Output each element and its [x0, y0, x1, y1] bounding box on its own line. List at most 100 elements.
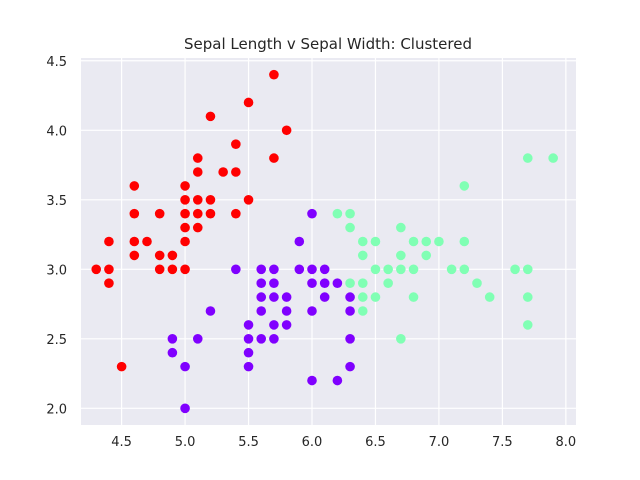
data-points	[91, 69, 558, 414]
data-point	[307, 208, 317, 219]
x-tick-label: 8.0	[556, 435, 577, 450]
data-point	[548, 153, 558, 163]
data-point	[281, 320, 292, 330]
data-point	[205, 194, 216, 205]
data-point	[472, 278, 482, 289]
data-point	[408, 292, 419, 302]
plot-area	[81, 58, 576, 425]
data-point	[104, 264, 114, 275]
data-point	[281, 125, 292, 136]
data-point	[357, 250, 368, 261]
data-point	[154, 208, 165, 219]
data-point	[408, 236, 419, 247]
data-point	[383, 278, 393, 289]
data-point	[142, 236, 152, 247]
y-tick-label: 4.5	[46, 55, 67, 70]
y-tick-label: 2.0	[46, 402, 67, 417]
data-point	[243, 361, 254, 372]
data-point	[396, 222, 406, 233]
data-point	[205, 111, 216, 122]
data-point	[332, 278, 343, 289]
x-axis-ticks: 4.5 5.0 5.5 6.0 6.5 7.0 7.5 8.0	[111, 435, 576, 450]
data-point	[269, 153, 279, 163]
data-point	[104, 278, 114, 289]
data-point	[307, 278, 317, 289]
data-point	[370, 264, 381, 275]
data-point	[307, 375, 317, 386]
data-point	[218, 167, 228, 177]
x-tick-label: 7.5	[492, 435, 513, 450]
y-tick-label: 4.0	[46, 124, 67, 139]
data-point	[522, 264, 533, 275]
data-point	[269, 278, 279, 289]
data-point	[370, 292, 381, 302]
x-tick-label: 5.5	[238, 435, 259, 450]
data-point	[345, 208, 355, 219]
data-point	[294, 264, 305, 275]
data-point	[231, 139, 241, 149]
data-point	[180, 403, 190, 414]
data-point	[180, 222, 190, 233]
data-point	[91, 264, 102, 275]
data-point	[421, 236, 432, 247]
data-point	[192, 334, 203, 344]
data-point	[167, 347, 178, 358]
data-point	[484, 292, 495, 302]
data-point	[231, 167, 241, 177]
data-point	[370, 236, 381, 247]
data-point	[345, 222, 355, 233]
data-point	[357, 306, 368, 316]
data-point	[154, 250, 165, 261]
data-point	[243, 194, 254, 205]
data-point	[345, 292, 355, 302]
x-tick-label: 5.0	[175, 435, 196, 450]
data-point	[345, 334, 355, 344]
data-point	[256, 278, 267, 289]
data-point	[192, 153, 203, 163]
data-point	[243, 320, 254, 330]
data-point	[434, 236, 444, 247]
data-point	[307, 306, 317, 316]
data-point	[396, 250, 406, 261]
data-point	[319, 264, 330, 275]
data-point	[180, 181, 190, 191]
data-point	[180, 208, 190, 219]
data-point	[357, 278, 368, 289]
data-point	[459, 181, 470, 191]
data-point	[345, 361, 355, 372]
data-point	[167, 264, 178, 275]
data-point	[421, 250, 432, 261]
data-point	[345, 278, 355, 289]
data-point	[116, 361, 127, 372]
data-point	[192, 222, 203, 233]
data-point	[180, 236, 190, 247]
data-point	[345, 306, 355, 316]
data-point	[243, 334, 254, 344]
data-point	[129, 181, 140, 191]
data-point	[446, 264, 457, 275]
data-point	[357, 236, 368, 247]
data-point	[129, 208, 140, 219]
data-point	[307, 264, 317, 275]
data-point	[408, 264, 419, 275]
data-point	[129, 250, 140, 261]
data-point	[522, 153, 533, 163]
data-point	[319, 292, 330, 302]
chart-title: Sepal Length v Sepal Width: Clustered	[184, 35, 472, 53]
data-point	[332, 208, 343, 219]
data-point	[256, 334, 267, 344]
data-point	[231, 208, 241, 219]
data-point	[396, 264, 406, 275]
data-point	[205, 208, 216, 219]
data-point	[180, 264, 190, 275]
data-point	[269, 320, 279, 330]
data-point	[243, 97, 254, 108]
y-axis-ticks: 2.0 2.5 3.0 3.5 4.0 4.5	[46, 55, 67, 418]
data-point	[383, 264, 393, 275]
data-point	[332, 375, 343, 386]
data-point	[357, 292, 368, 302]
data-point	[192, 167, 203, 177]
x-tick-label: 7.0	[429, 435, 450, 450]
y-tick-label: 2.5	[46, 333, 67, 348]
